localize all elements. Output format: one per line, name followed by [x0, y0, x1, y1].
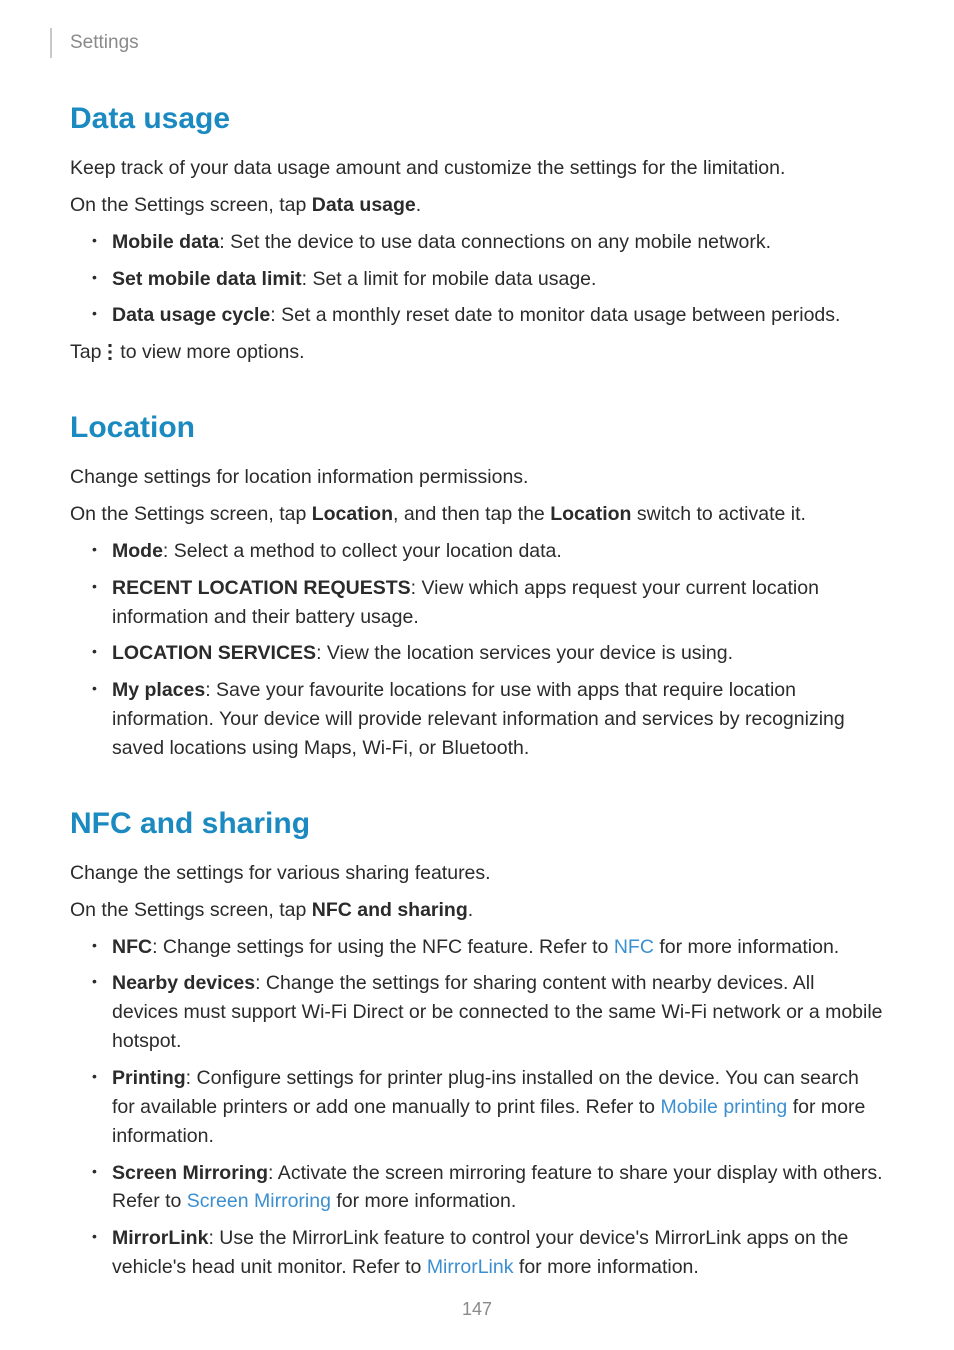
data-usage-tap-more: Tap to view more options. [70, 338, 884, 367]
header-divider [50, 28, 52, 58]
text: Tap [70, 341, 107, 363]
list-item: Printing: Configure settings for printer… [92, 1064, 884, 1151]
list-item: Data usage cycle: Set a monthly reset da… [92, 301, 884, 330]
text: for more information. [654, 936, 839, 958]
text: : Change settings for using the NFC feat… [152, 936, 614, 958]
more-options-icon [107, 337, 115, 366]
bold-text: Location [312, 503, 393, 525]
list-item: NFC: Change settings for using the NFC f… [92, 933, 884, 962]
text: On the Settings screen, tap [70, 899, 312, 921]
text: . [468, 899, 473, 921]
text: to view more options. [115, 341, 305, 363]
list-item: Mode: Select a method to collect your lo… [92, 537, 884, 566]
item-label: Printing [112, 1067, 186, 1089]
item-label: Screen Mirroring [112, 1162, 268, 1184]
list-item: MirrorLink: Use the MirrorLink feature t… [92, 1224, 884, 1282]
page-number: 147 [0, 1299, 954, 1320]
breadcrumb: Settings [70, 32, 139, 54]
text: for more information. [331, 1190, 516, 1212]
text: On the Settings screen, tap [70, 194, 312, 216]
item-desc: : Save your favourite locations for use … [112, 679, 845, 759]
bold-text: Data usage [312, 194, 416, 216]
item-desc: : View the location services your device… [316, 642, 733, 664]
list-item: Screen Mirroring: Activate the screen mi… [92, 1159, 884, 1217]
data-usage-list: Mobile data: Set the device to use data … [92, 228, 884, 331]
link-mobile-printing[interactable]: Mobile printing [660, 1096, 787, 1118]
item-label: RECENT LOCATION REQUESTS [112, 577, 411, 599]
location-list: Mode: Select a method to collect your lo… [92, 537, 884, 763]
list-item: RECENT LOCATION REQUESTS: View which app… [92, 574, 884, 632]
link-nfc[interactable]: NFC [614, 936, 654, 958]
item-label: NFC [112, 936, 152, 958]
item-desc: : Set the device to use data connections… [219, 231, 771, 253]
item-label: Mobile data [112, 231, 219, 253]
text: . [416, 194, 421, 216]
text: On the Settings screen, tap [70, 503, 312, 525]
text: , and then tap the [393, 503, 550, 525]
item-desc: : Set a limit for mobile data usage. [302, 268, 597, 290]
list-item: Nearby devices: Change the settings for … [92, 969, 884, 1056]
link-mirrorlink[interactable]: MirrorLink [427, 1256, 514, 1278]
text: for more information. [514, 1256, 699, 1278]
section-title-data-usage: Data usage [70, 102, 884, 136]
list-item: Mobile data: Set the device to use data … [92, 228, 884, 257]
item-desc: : Select a method to collect your locati… [163, 540, 562, 562]
bold-text: Location [550, 503, 631, 525]
item-desc: : Set a monthly reset date to monitor da… [270, 304, 840, 326]
item-label: Nearby devices [112, 972, 255, 994]
nfc-intro: Change the settings for various sharing … [70, 859, 884, 888]
section-title-nfc: NFC and sharing [70, 807, 884, 841]
list-item: Set mobile data limit: Set a limit for m… [92, 265, 884, 294]
list-item: LOCATION SERVICES: View the location ser… [92, 639, 884, 668]
nfc-path: On the Settings screen, tap NFC and shar… [70, 896, 884, 925]
location-intro: Change settings for location information… [70, 463, 884, 492]
data-usage-path: On the Settings screen, tap Data usage. [70, 191, 884, 220]
item-label: LOCATION SERVICES [112, 642, 316, 664]
nfc-list: NFC: Change settings for using the NFC f… [92, 933, 884, 1282]
section-title-location: Location [70, 411, 884, 445]
data-usage-intro: Keep track of your data usage amount and… [70, 154, 884, 183]
link-screen-mirroring[interactable]: Screen Mirroring [187, 1190, 331, 1212]
location-path: On the Settings screen, tap Location, an… [70, 500, 884, 529]
item-label: Set mobile data limit [112, 268, 302, 290]
item-label: Data usage cycle [112, 304, 270, 326]
bold-text: NFC and sharing [312, 899, 468, 921]
list-item: My places: Save your favourite locations… [92, 676, 884, 763]
item-label: Mode [112, 540, 163, 562]
text: switch to activate it. [631, 503, 805, 525]
item-label: MirrorLink [112, 1227, 208, 1249]
item-label: My places [112, 679, 205, 701]
